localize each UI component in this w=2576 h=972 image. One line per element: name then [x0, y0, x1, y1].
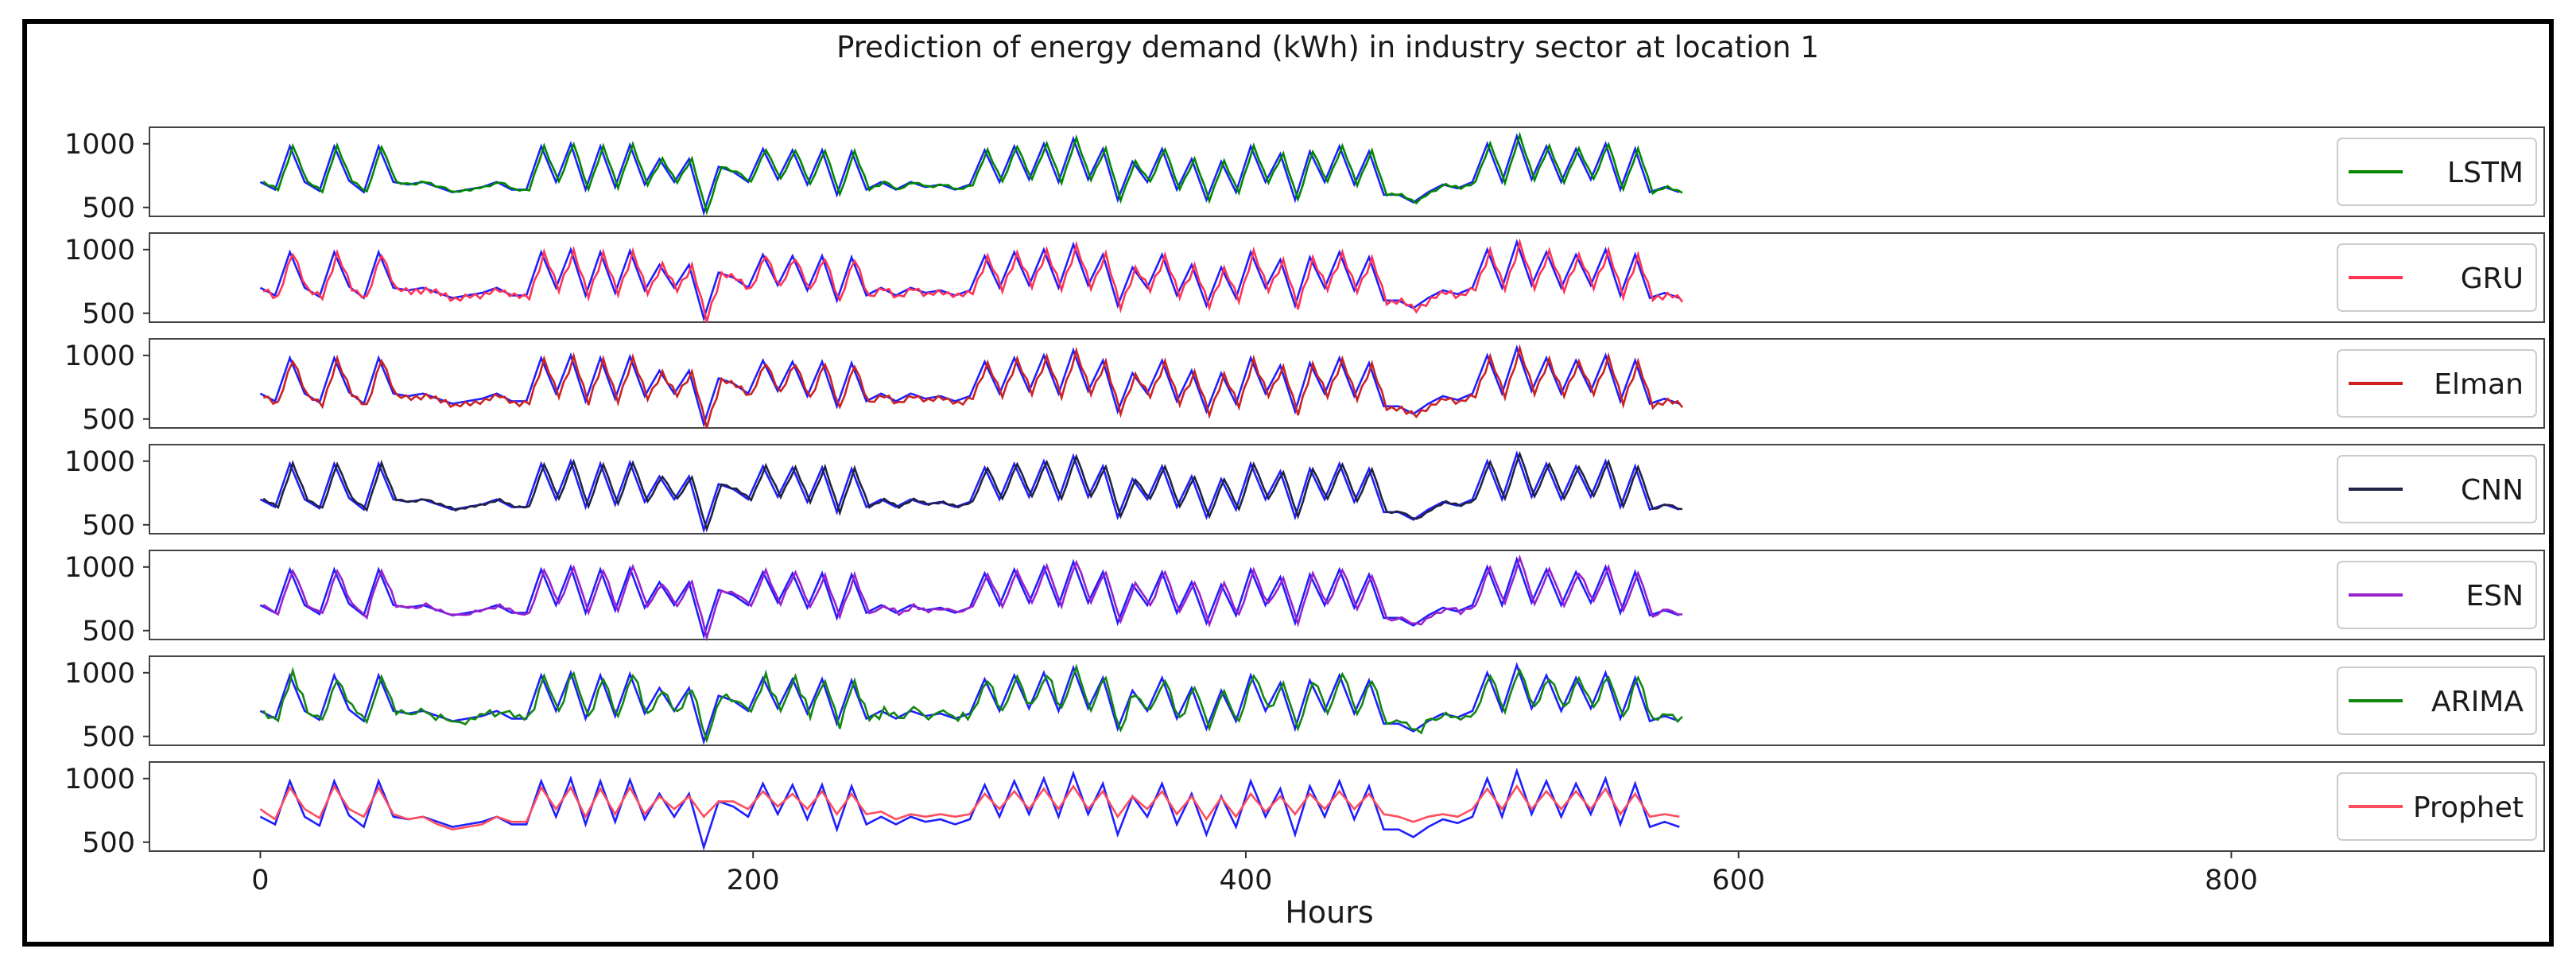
legend-box: [2337, 455, 2537, 523]
panel-frame: [149, 338, 2545, 429]
legend-esn: ESN: [2337, 561, 2537, 629]
x-tick-label: 800: [2205, 865, 2258, 896]
prediction-line-lstm: [262, 131, 1683, 216]
panel-cnn: 500 1000 CNN: [64, 444, 2545, 542]
legend-box: [2337, 561, 2537, 629]
x-axis-label: Hours: [1285, 895, 1373, 930]
legend-box: [2337, 667, 2537, 735]
prediction-line-arima: [262, 663, 1684, 744]
legend-label: ARIMA: [2431, 686, 2524, 718]
legend-box: [2337, 243, 2537, 312]
panel-gru: 500 1000 GRU: [64, 232, 2545, 330]
legend-prophet: Prophet: [2337, 772, 2537, 841]
legend-gru: GRU: [2337, 243, 2537, 312]
y-tick-label: 500: [82, 616, 135, 647]
panel-frame: [149, 761, 2545, 852]
legend-cnn: CNN: [2337, 455, 2537, 523]
x-tick-label: 0: [251, 865, 269, 896]
legend-label: GRU: [2461, 262, 2524, 295]
panel-frame: [149, 655, 2545, 746]
y-tick-label: 500: [82, 721, 135, 753]
legend-arima: ARIMA: [2337, 667, 2537, 735]
legend-label: CNN: [2461, 474, 2524, 507]
panel-esn: 500 1000 ESN: [64, 550, 2545, 647]
y-tick-label: 500: [82, 827, 135, 859]
prediction-line-cnn: [262, 450, 1683, 533]
panel-prophet: 500 1000 Prophet: [64, 761, 2545, 859]
prediction-line-gru: [262, 238, 1684, 323]
y-tick-label: 500: [82, 510, 135, 542]
actual-line: [259, 344, 1680, 428]
y-tick-label: 1000: [64, 129, 135, 161]
panel-elman: 500 1000 Elman: [64, 338, 2545, 436]
y-tick-label: 500: [82, 192, 135, 224]
y-tick-label: 500: [82, 298, 135, 330]
x-tick-label: 200: [727, 865, 780, 896]
prediction-line-elman: [263, 344, 1684, 429]
legend-label: Prophet: [2413, 791, 2524, 824]
panel-frame: [149, 232, 2545, 323]
legend-label: Elman: [2434, 368, 2524, 401]
y-tick-label: 1000: [64, 340, 135, 372]
panel-lstm: 500 1000 LSTM: [64, 126, 2545, 224]
x-axis: 0 200 400 600 800: [251, 851, 2258, 896]
actual-line: [259, 239, 1680, 322]
x-tick-label: 400: [1220, 865, 1273, 896]
legend-elman: Elman: [2337, 349, 2537, 418]
legend-label: ESN: [2465, 580, 2524, 612]
panels-group: 500 1000 LSTM 500 1000 GRU 500 1000 Elman 500 1000…: [64, 126, 2545, 859]
prediction-line-esn: [262, 554, 1683, 642]
y-tick-label: 1000: [64, 658, 135, 690]
y-tick-label: 1000: [64, 235, 135, 266]
panel-frame: [149, 126, 2545, 217]
prediction-line-prophet: [259, 783, 1680, 831]
chart-title: Prediction of energy demand (kWh) in ind…: [836, 30, 1819, 64]
legend-lstm: LSTM: [2337, 138, 2537, 206]
legend-box: [2337, 349, 2537, 418]
y-tick-label: 500: [82, 404, 135, 436]
x-tick-label: 600: [1712, 865, 1765, 896]
y-tick-label: 1000: [64, 446, 135, 478]
legend-box: [2337, 138, 2537, 206]
panel-arima: 500 1000 ARIMA: [64, 655, 2545, 753]
legend-label: LSTM: [2447, 157, 2524, 189]
panel-frame: [149, 444, 2545, 535]
legend-box: [2337, 772, 2537, 841]
panel-frame: [149, 550, 2545, 640]
y-tick-label: 1000: [64, 764, 135, 795]
y-tick-label: 1000: [64, 552, 135, 584]
